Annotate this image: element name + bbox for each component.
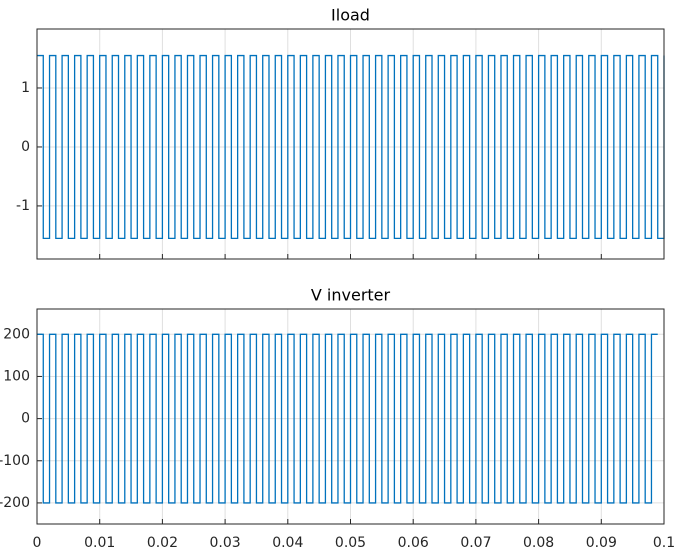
y-tick-label: 0 <box>21 139 30 155</box>
chart-title: Iload <box>331 6 370 25</box>
x-tick-label: 0.1 <box>653 535 675 551</box>
x-tick-label: 0.07 <box>460 535 491 551</box>
series-line <box>37 333 658 504</box>
x-tick-label: 0.03 <box>210 535 241 551</box>
x-tick-label: 0.08 <box>523 535 554 551</box>
x-tick-label: 0.05 <box>335 535 366 551</box>
y-tick-label: -1 <box>16 198 30 214</box>
y-tick-label: 100 <box>3 368 30 384</box>
x-tick-label: 0.04 <box>272 535 303 551</box>
x-tick-label: 0 <box>33 535 42 551</box>
y-tick-label: -100 <box>0 453 30 469</box>
y-tick-label: -200 <box>0 495 30 511</box>
axes-box <box>36 308 665 525</box>
chart-title: V inverter <box>311 286 391 305</box>
x-tick-label: 0.02 <box>147 535 178 551</box>
x-tick-label: 0.01 <box>84 535 115 551</box>
y-tick-label: 0 <box>21 411 30 427</box>
series-line <box>37 54 665 240</box>
y-tick-label: 1 <box>21 80 30 96</box>
axes-box <box>36 28 665 260</box>
y-tick-label: 200 <box>3 326 30 342</box>
x-tick-label: 0.09 <box>586 535 617 551</box>
x-tick-label: 0.06 <box>398 535 429 551</box>
